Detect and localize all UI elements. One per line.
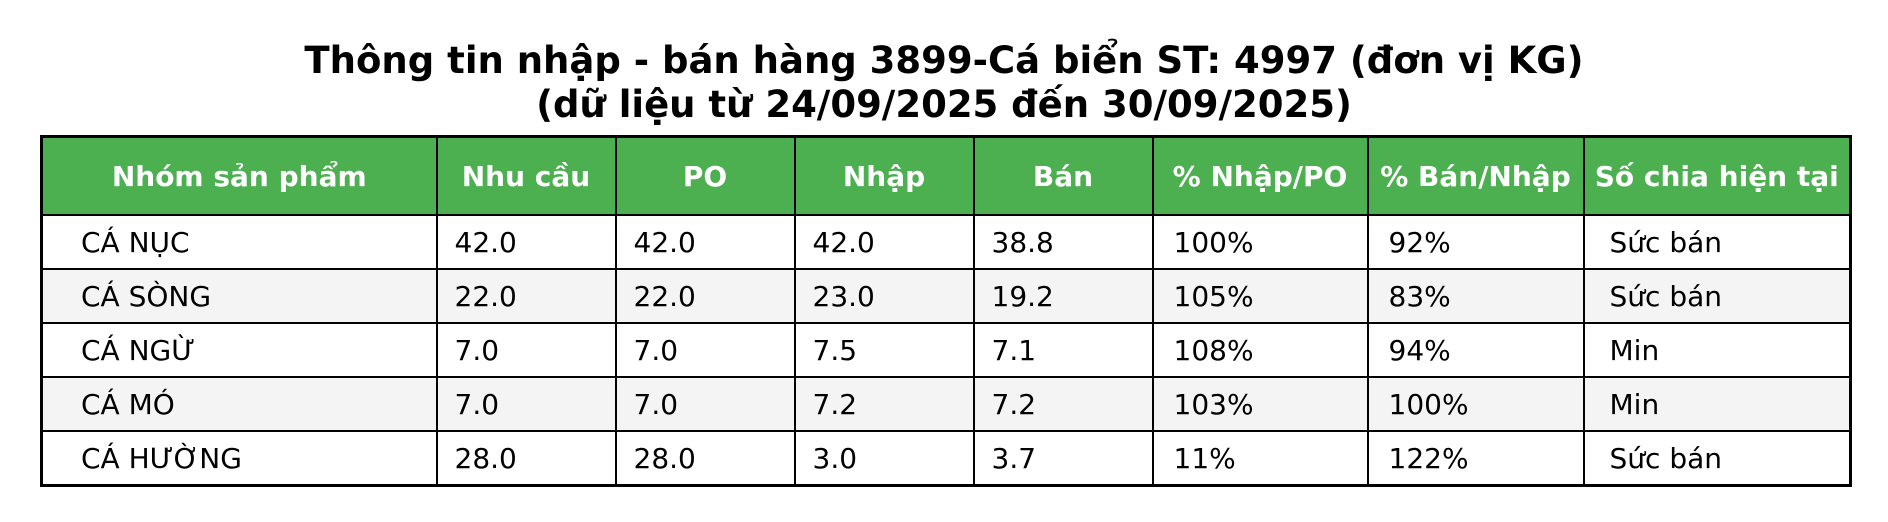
table-cell: 92%	[1366, 214, 1585, 270]
table-cell: 100%	[1151, 214, 1369, 270]
table-cell: 7.0	[435, 376, 617, 432]
table-row: CÁ NGỪ 7.0 7.0 7.5 7.1 108% 94% Min	[40, 322, 1852, 378]
table-cell: Sức bán	[1582, 268, 1852, 324]
table-cell: 108%	[1151, 322, 1369, 378]
table-cell: 105%	[1151, 268, 1369, 324]
table-cell: 42.0	[793, 214, 975, 270]
table-cell: 100%	[1366, 376, 1585, 432]
column-header-po: PO	[614, 135, 796, 216]
table-cell: CÁ SÒNG	[40, 268, 438, 324]
table-cell: 7.0	[435, 322, 617, 378]
table-cell: 19.2	[972, 268, 1154, 324]
table-cell: 3.7	[972, 430, 1154, 487]
table-cell: 94%	[1366, 322, 1585, 378]
table-cell: CÁ NGỪ	[40, 322, 438, 378]
table-cell: 11%	[1151, 430, 1369, 487]
table-cell: 22.0	[614, 268, 796, 324]
table-row: CÁ MÓ 7.0 7.0 7.2 7.2 103% 100% Min	[40, 376, 1852, 432]
table-cell: 28.0	[614, 430, 796, 487]
table-cell: Min	[1582, 376, 1852, 432]
table-row: CÁ HƯỜNG 28.0 28.0 3.0 3.7 11% 122% Sức …	[40, 430, 1852, 487]
table-row: CÁ NỤC 42.0 42.0 42.0 38.8 100% 92% Sức …	[40, 214, 1852, 270]
table-cell: 23.0	[793, 268, 975, 324]
column-header-product-group: Nhóm sản phẩm	[40, 135, 438, 216]
table-cell: Sức bán	[1582, 430, 1852, 487]
table-cell: 42.0	[435, 214, 617, 270]
table-cell: 3.0	[793, 430, 975, 487]
table-cell: 7.5	[793, 322, 975, 378]
column-header-sale: Bán	[972, 135, 1154, 216]
table-row: CÁ SÒNG 22.0 22.0 23.0 19.2 105% 83% Sức…	[40, 268, 1852, 324]
table-cell: 7.2	[972, 376, 1154, 432]
table-cell: 7.0	[614, 376, 796, 432]
table-cell: 22.0	[435, 268, 617, 324]
table-cell: 7.2	[793, 376, 975, 432]
column-header-demand: Nhu cầu	[435, 135, 617, 216]
table-cell: 83%	[1366, 268, 1585, 324]
column-header-current-divisor: Số chia hiện tại	[1582, 135, 1852, 216]
table-cell: Sức bán	[1582, 214, 1852, 270]
table-cell: 7.1	[972, 322, 1154, 378]
table-cell: 7.0	[614, 322, 796, 378]
table-cell: 38.8	[972, 214, 1154, 270]
table-cell: CÁ MÓ	[40, 376, 438, 432]
column-header-sale-import-pct: % Bán/Nhập	[1366, 135, 1585, 216]
data-table: Nhóm sản phẩm Nhu cầu PO Nhập Bán % Nhập…	[40, 135, 1852, 487]
chart-title-line1: Thông tin nhập - bán hàng 3899-Cá biển S…	[304, 39, 1584, 82]
table-header-row: Nhóm sản phẩm Nhu cầu PO Nhập Bán % Nhập…	[40, 135, 1852, 216]
table-cell: 28.0	[435, 430, 617, 487]
table-cell: CÁ HƯỜNG	[40, 430, 438, 487]
table-cell: Min	[1582, 322, 1852, 378]
column-header-import: Nhập	[793, 135, 975, 216]
table-cell: 122%	[1366, 430, 1585, 487]
table-cell: 42.0	[614, 214, 796, 270]
column-header-import-po-pct: % Nhập/PO	[1151, 135, 1369, 216]
table-cell: CÁ NỤC	[40, 214, 438, 270]
chart-title-line2: (dữ liệu từ 24/09/2025 đến 30/09/2025)	[536, 83, 1352, 126]
table-cell: 103%	[1151, 376, 1369, 432]
